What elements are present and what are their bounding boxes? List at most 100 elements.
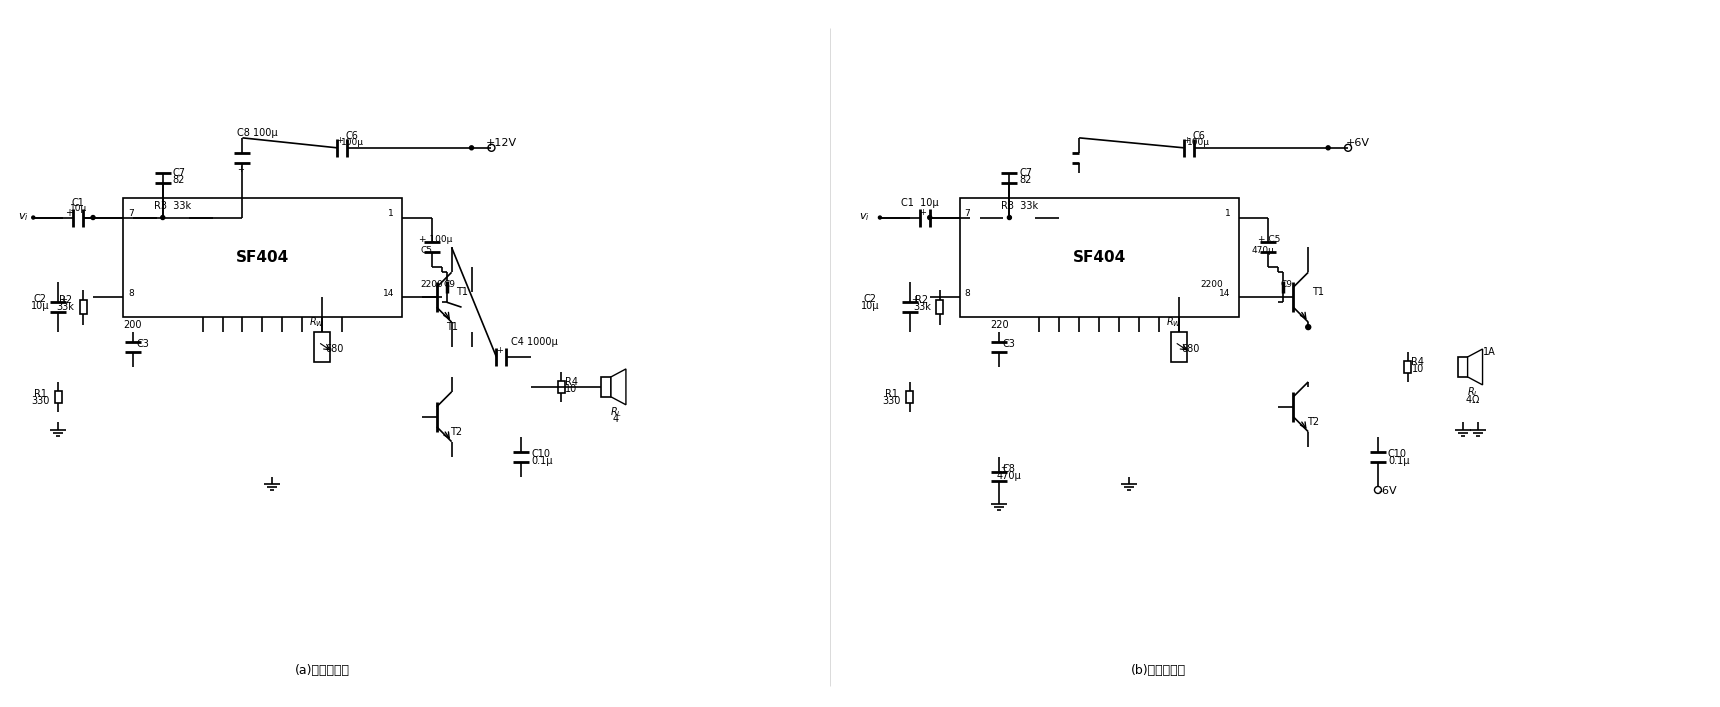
Text: 10μ: 10μ xyxy=(31,301,50,311)
Circle shape xyxy=(470,146,473,150)
Text: C5: C5 xyxy=(421,246,433,255)
Bar xyxy=(157,214,189,221)
Text: 220: 220 xyxy=(991,320,1008,330)
Text: +: + xyxy=(237,165,244,174)
Text: SF404: SF404 xyxy=(1073,250,1125,265)
Text: +: + xyxy=(1183,136,1190,146)
Text: 33k: 33k xyxy=(57,302,74,312)
Text: $R_W$: $R_W$ xyxy=(1166,315,1182,329)
Circle shape xyxy=(1008,216,1011,220)
Text: 4: 4 xyxy=(612,414,619,423)
Bar xyxy=(122,198,402,317)
Text: 14: 14 xyxy=(382,288,394,298)
Text: R1: R1 xyxy=(34,389,46,399)
Circle shape xyxy=(91,216,95,220)
Text: +: + xyxy=(912,295,918,304)
Text: 4$\Omega$: 4$\Omega$ xyxy=(1465,393,1481,405)
Text: 10μ: 10μ xyxy=(860,301,879,311)
Text: 10μ: 10μ xyxy=(69,204,86,213)
Bar xyxy=(315,332,330,362)
Text: C1: C1 xyxy=(72,197,84,208)
Text: 14: 14 xyxy=(1219,288,1230,298)
Text: 100μ: 100μ xyxy=(1187,139,1211,147)
Text: $R_W$: $R_W$ xyxy=(310,315,325,329)
Text: 330: 330 xyxy=(31,396,50,406)
Bar xyxy=(600,377,611,397)
Text: R1: R1 xyxy=(886,389,898,399)
Text: C2: C2 xyxy=(863,294,877,304)
Text: T2: T2 xyxy=(451,427,463,437)
Text: T2: T2 xyxy=(1307,416,1319,427)
Text: SF404: SF404 xyxy=(236,250,289,265)
Text: +: + xyxy=(495,346,502,354)
Text: R3  33k: R3 33k xyxy=(155,201,191,211)
Text: 82: 82 xyxy=(172,175,186,185)
Circle shape xyxy=(1305,325,1311,329)
Text: C7: C7 xyxy=(1020,168,1032,177)
Text: +12V: +12V xyxy=(485,138,518,148)
Text: $R_L$: $R_L$ xyxy=(611,405,623,419)
Text: $v_i$: $v_i$ xyxy=(17,211,28,223)
Text: 10: 10 xyxy=(564,384,578,394)
Text: C6: C6 xyxy=(346,131,358,141)
Text: 2200: 2200 xyxy=(420,280,444,288)
Circle shape xyxy=(1345,144,1352,151)
Bar xyxy=(79,300,86,314)
Text: -6V: -6V xyxy=(1379,486,1397,496)
Bar xyxy=(936,300,943,314)
Text: (b)双电源工作: (b)双电源工作 xyxy=(1132,665,1187,677)
Text: C9: C9 xyxy=(1280,280,1292,288)
Text: 82: 82 xyxy=(1020,175,1032,185)
Text: 680: 680 xyxy=(325,344,344,354)
Text: C6: C6 xyxy=(1192,131,1206,141)
Polygon shape xyxy=(1467,349,1483,385)
Text: 2200: 2200 xyxy=(1201,280,1223,288)
Text: 1A: 1A xyxy=(1483,347,1496,357)
Bar xyxy=(1457,357,1467,377)
Text: R4: R4 xyxy=(564,377,578,387)
Text: +6V: +6V xyxy=(1347,138,1371,148)
Text: C3: C3 xyxy=(136,339,150,349)
Circle shape xyxy=(1326,146,1330,150)
Text: +: + xyxy=(337,136,344,146)
Text: R2: R2 xyxy=(58,296,72,305)
Text: + 100μ: + 100μ xyxy=(418,235,452,244)
Text: 7: 7 xyxy=(127,209,134,218)
Bar xyxy=(960,198,1238,317)
Text: $v_i$: $v_i$ xyxy=(860,211,870,223)
Text: 470μ: 470μ xyxy=(998,471,1022,481)
Polygon shape xyxy=(611,369,626,405)
Text: + C5: + C5 xyxy=(1259,235,1281,244)
Text: R3  33k: R3 33k xyxy=(1001,201,1037,211)
Bar xyxy=(1404,361,1412,373)
Text: R2: R2 xyxy=(915,296,929,305)
Circle shape xyxy=(1374,486,1381,493)
Text: 1: 1 xyxy=(389,209,394,218)
Text: C3: C3 xyxy=(1003,339,1017,349)
Bar xyxy=(1171,332,1187,362)
Text: T1: T1 xyxy=(445,322,458,332)
Circle shape xyxy=(241,216,244,220)
Text: 7: 7 xyxy=(965,209,970,218)
Text: 200: 200 xyxy=(124,320,143,330)
Circle shape xyxy=(160,216,165,220)
Text: 8: 8 xyxy=(965,288,970,298)
Circle shape xyxy=(488,144,495,151)
Text: (a)单电源工作: (a)单电源工作 xyxy=(294,665,349,677)
Text: +: + xyxy=(999,463,1006,472)
Text: 100μ: 100μ xyxy=(341,139,363,147)
Text: 8: 8 xyxy=(127,288,134,298)
Text: C1  10μ: C1 10μ xyxy=(901,197,939,208)
Text: C9: C9 xyxy=(444,280,456,288)
Text: 1: 1 xyxy=(1225,209,1230,218)
Text: $R_L$: $R_L$ xyxy=(1467,385,1479,399)
Bar xyxy=(55,391,62,403)
Text: 330: 330 xyxy=(882,396,901,406)
Text: 680: 680 xyxy=(1182,344,1201,354)
Text: +: + xyxy=(65,208,74,218)
Text: 33k: 33k xyxy=(913,302,931,312)
Text: C4 1000μ: C4 1000μ xyxy=(511,337,557,347)
Circle shape xyxy=(879,216,881,219)
Circle shape xyxy=(31,216,34,219)
Text: T1: T1 xyxy=(456,287,468,297)
